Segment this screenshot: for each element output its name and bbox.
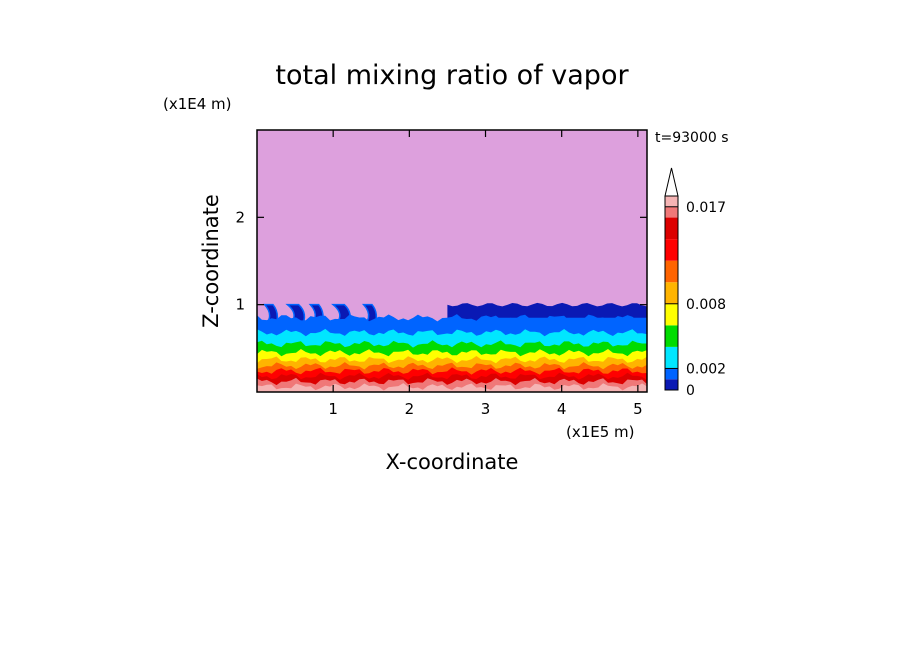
colorbar-segment (665, 303, 678, 326)
colorbar-segment (665, 346, 678, 369)
y-axis-label: Z-coordinate (199, 194, 223, 328)
y-axis-ticks: 12 (235, 208, 647, 314)
chart-title: total mixing ratio of vapor (275, 60, 629, 91)
colorbar-tick-label: 0.002 (686, 361, 726, 377)
colorbar-segment (665, 239, 678, 261)
colorbar-extend-arrow (664, 167, 679, 197)
x-tick-label: 1 (328, 400, 338, 418)
colorbar-tick-label: 0.017 (686, 200, 726, 216)
colorbar-segment (665, 325, 678, 347)
x-axis-label: X-coordinate (386, 450, 519, 474)
x-axis-ticks: 1 2 3 4 5 (328, 130, 643, 418)
x-tick-label: 3 (481, 400, 491, 418)
colorbar-tick-label: 0.008 (686, 297, 726, 313)
colorbar: 0 0.002 0.008 0.017 (664, 167, 726, 399)
time-label: t=93000 s (655, 130, 729, 146)
colorbar-segment (665, 379, 678, 390)
colorbar-segment (665, 260, 678, 283)
contour-bands (257, 314, 647, 392)
colorbar-segment (665, 282, 678, 304)
y-tick-label: 2 (235, 208, 245, 226)
y-tick-label: 1 (235, 296, 245, 314)
x-unit-label: (x1E5 m) (566, 423, 635, 441)
y-unit-label: (x1E4 m) (163, 95, 232, 113)
colorbar-tick-label: 0 (686, 383, 695, 399)
contour-band (257, 383, 647, 392)
colorbar-segment (665, 196, 678, 207)
plot-frame (256, 129, 648, 393)
colorbar-segment (665, 217, 678, 240)
colorbar-segment (665, 368, 678, 380)
x-tick-label: 5 (633, 400, 643, 418)
x-tick-label: 2 (405, 400, 415, 418)
x-tick-label: 4 (557, 400, 567, 418)
colorbar-segment (665, 206, 678, 218)
plot-area (257, 130, 647, 392)
